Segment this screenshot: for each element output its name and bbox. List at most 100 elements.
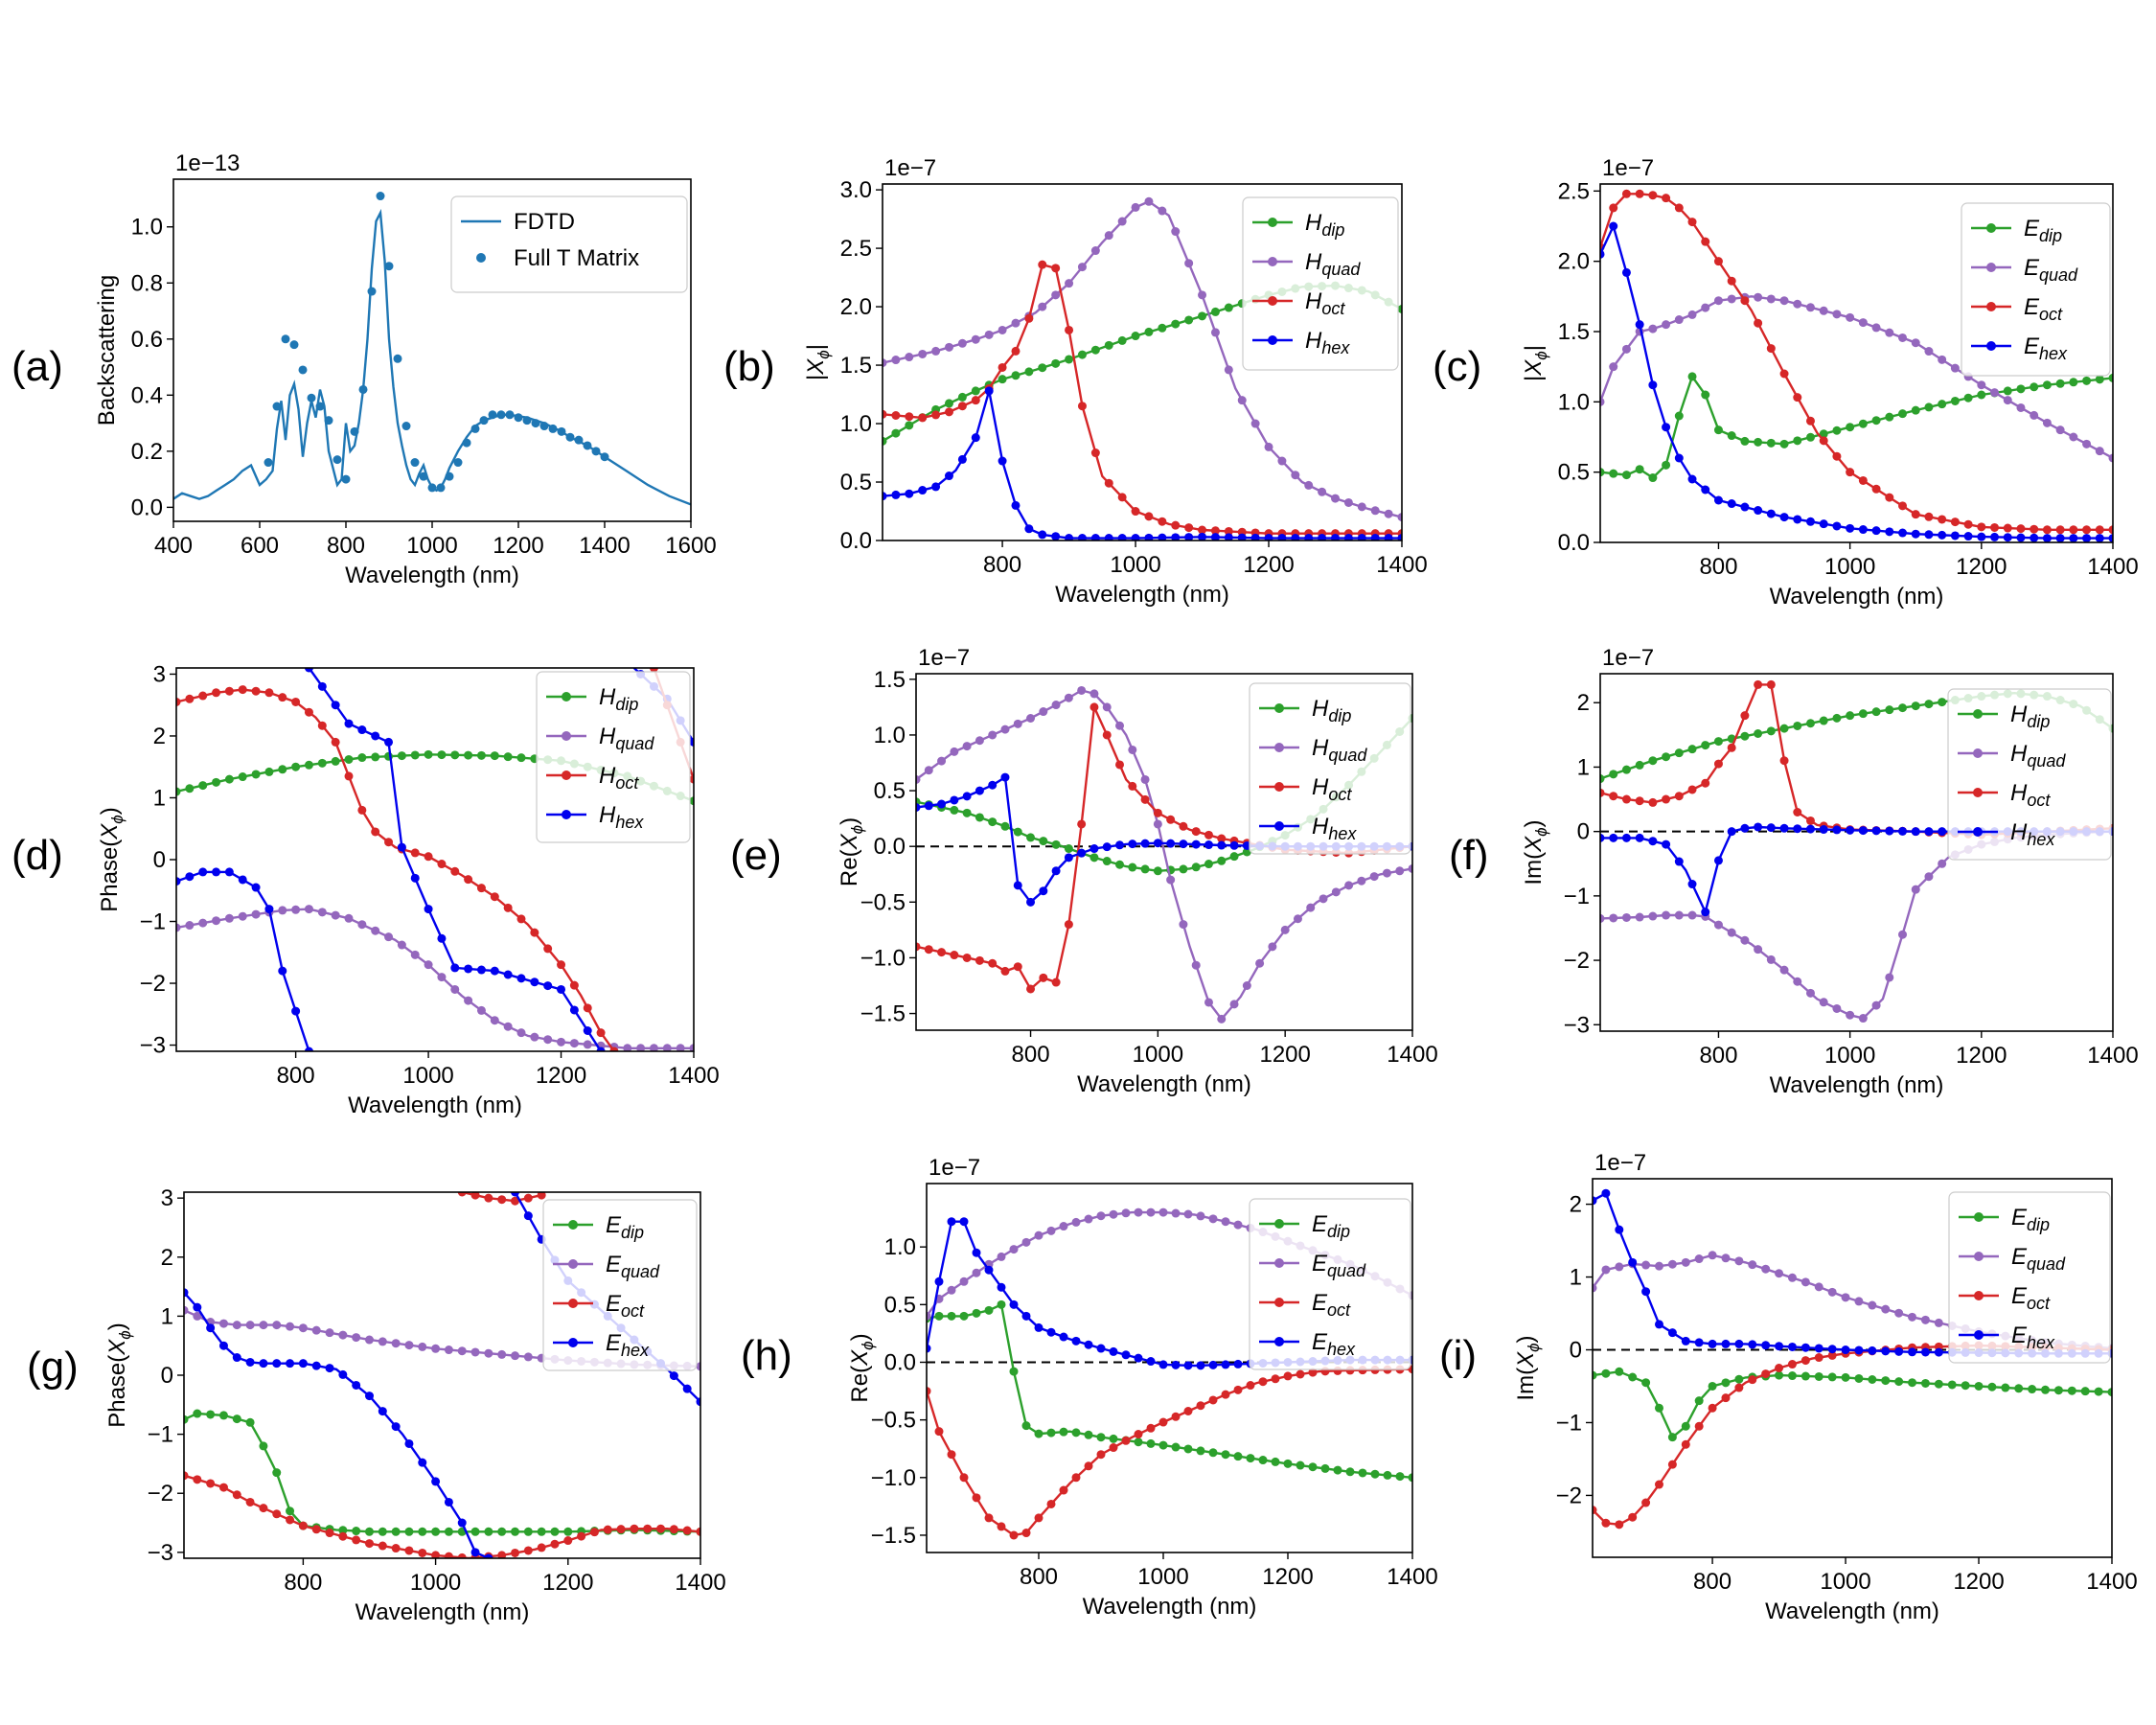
series-e-dip-point [1635, 465, 1644, 474]
series-h-quad-point [1779, 965, 1789, 975]
series-h-quad-point [1635, 912, 1644, 922]
series-h-quad-point [344, 913, 354, 923]
series-e-quad-point [259, 1321, 268, 1330]
legend-swatch-marker [1274, 821, 1284, 831]
series-h-dip-point [1600, 774, 1605, 784]
series-e-quad-point [1748, 1260, 1757, 1270]
y-tick-label: 2 [161, 1245, 173, 1271]
series-h-oct-point [1674, 792, 1684, 801]
series-h-oct-point [1727, 743, 1736, 752]
x-tick-label: 1000 [410, 1570, 461, 1596]
series-e-oct-point [1121, 1436, 1131, 1445]
series-h-quad-point [1229, 1000, 1239, 1009]
series-e-dip-point [2095, 375, 2104, 384]
series-h-quad-point [450, 984, 460, 994]
legend-label: Full T Matrix [514, 245, 639, 271]
series-h-quad-point [212, 916, 221, 926]
series-full-t-matrix-point [341, 474, 351, 484]
legend-item: Edip [1971, 216, 2062, 245]
series-e-oct-point [484, 1193, 493, 1203]
series-e-quad-point [1641, 1260, 1651, 1270]
series-h-quad-point [1026, 714, 1036, 723]
series-e-hex-point [1908, 1347, 1917, 1357]
legend-label: Hdip [1312, 696, 1351, 725]
series-h-oct-point [1210, 526, 1220, 536]
series-h-dip-point [1039, 837, 1048, 846]
series-e-hex-point [2003, 533, 2012, 542]
series-e-dip-point [1734, 1374, 1744, 1384]
series-h-quad-point [984, 330, 994, 339]
series-full-t-matrix-point [479, 416, 489, 426]
series-h-quad-point [1727, 928, 1736, 937]
legend: Hdip Hquad Hoct Hhex [1249, 682, 1411, 855]
series-e-oct-point [1761, 1369, 1771, 1379]
series-e-quad-point [1938, 355, 1947, 364]
series-e-dip-point [1894, 1377, 1904, 1387]
series-e-dip-point [2080, 1387, 2090, 1396]
series-e-dip-point [1814, 1371, 1823, 1381]
series-e-oct-point [523, 1193, 533, 1203]
y-tick-label: 1.0 [874, 723, 906, 748]
series-e-quad-point [1854, 1297, 1864, 1306]
y-tick-label: 1.0 [884, 1234, 916, 1260]
series-h-dip-point [331, 756, 340, 766]
series-e-oct-point [431, 1551, 441, 1558]
series-h-quad-point [317, 908, 327, 917]
series-e-quad-point [1034, 1230, 1044, 1240]
series-e-oct-point [1667, 1460, 1677, 1469]
series-h-hex-point [476, 965, 486, 975]
legend-label: Equad [606, 1252, 660, 1281]
series-e-hex-point [1635, 320, 1644, 330]
series-e-dip-point [1395, 1472, 1405, 1482]
series-h-hex-point [1318, 534, 1327, 540]
series-e-oct-point [1898, 501, 1908, 511]
series-h-quad-point [569, 1039, 579, 1048]
legend-label: Hdip [1305, 210, 1344, 240]
series-e-dip-point [470, 1527, 480, 1536]
series-e-oct-point [1283, 1371, 1293, 1381]
series-e-dip-point [1134, 1438, 1143, 1447]
series-h-hex-point [944, 472, 953, 481]
series-h-hex-point [1832, 825, 1842, 835]
chart-g: (g) 800 1000 1200 1400 −3 −2 −1 0 1 2 3 Wavelength (… [27, 1185, 726, 1625]
series-e-quad-point [2095, 447, 2104, 456]
series-h-dip-point [450, 750, 460, 760]
series-h-quad-point [1140, 774, 1150, 784]
series-e-quad-point [1832, 310, 1842, 319]
series-h-quad-point [1343, 497, 1353, 507]
legend-item: Ehex [553, 1330, 650, 1360]
series-e-quad-point [1701, 303, 1710, 312]
x-tick-label: 1400 [675, 1570, 725, 1596]
series-e-oct-point [1654, 1480, 1663, 1489]
series-e-dip-point [1609, 469, 1618, 478]
series-h-dip-point [1832, 713, 1842, 723]
series-e-oct-point [1938, 515, 1947, 524]
series-h-dip-point [490, 751, 499, 761]
series-e-oct-point [1846, 468, 1855, 477]
series-h-dip-point [1140, 864, 1150, 874]
series-e-oct-point [696, 1527, 700, 1536]
series-h-quad-point [503, 1022, 513, 1031]
series-group [1600, 189, 2113, 542]
series-h-dip-point [1397, 305, 1402, 314]
y-tick-label: −1 [1564, 884, 1590, 909]
series-e-hex-point [286, 1359, 295, 1368]
series-full-t-matrix-point [574, 435, 584, 445]
series-h-quad-point [1089, 689, 1099, 699]
series-e-hex-point [1754, 506, 1763, 516]
series-e-dip-point [444, 1527, 453, 1536]
series-e-hex-point [1814, 1344, 1823, 1353]
series-e-oct-point [418, 1548, 427, 1557]
series-h-quad-point [1370, 506, 1380, 516]
series-e-dip-point [1858, 419, 1868, 428]
series-full-t-matrix-point [393, 354, 402, 363]
series-h-hex-point [1102, 842, 1112, 852]
series-e-dip-point [1793, 436, 1802, 446]
series-h-quad-point [918, 349, 928, 358]
series-e-quad-point [1819, 306, 1828, 315]
series-e-quad-point [1648, 324, 1658, 334]
y-tick-label: 1 [1570, 1265, 1582, 1291]
series-e-hex-point [470, 1548, 480, 1557]
series-h-dip-point [883, 436, 887, 446]
series-h-quad-point [1304, 480, 1314, 490]
